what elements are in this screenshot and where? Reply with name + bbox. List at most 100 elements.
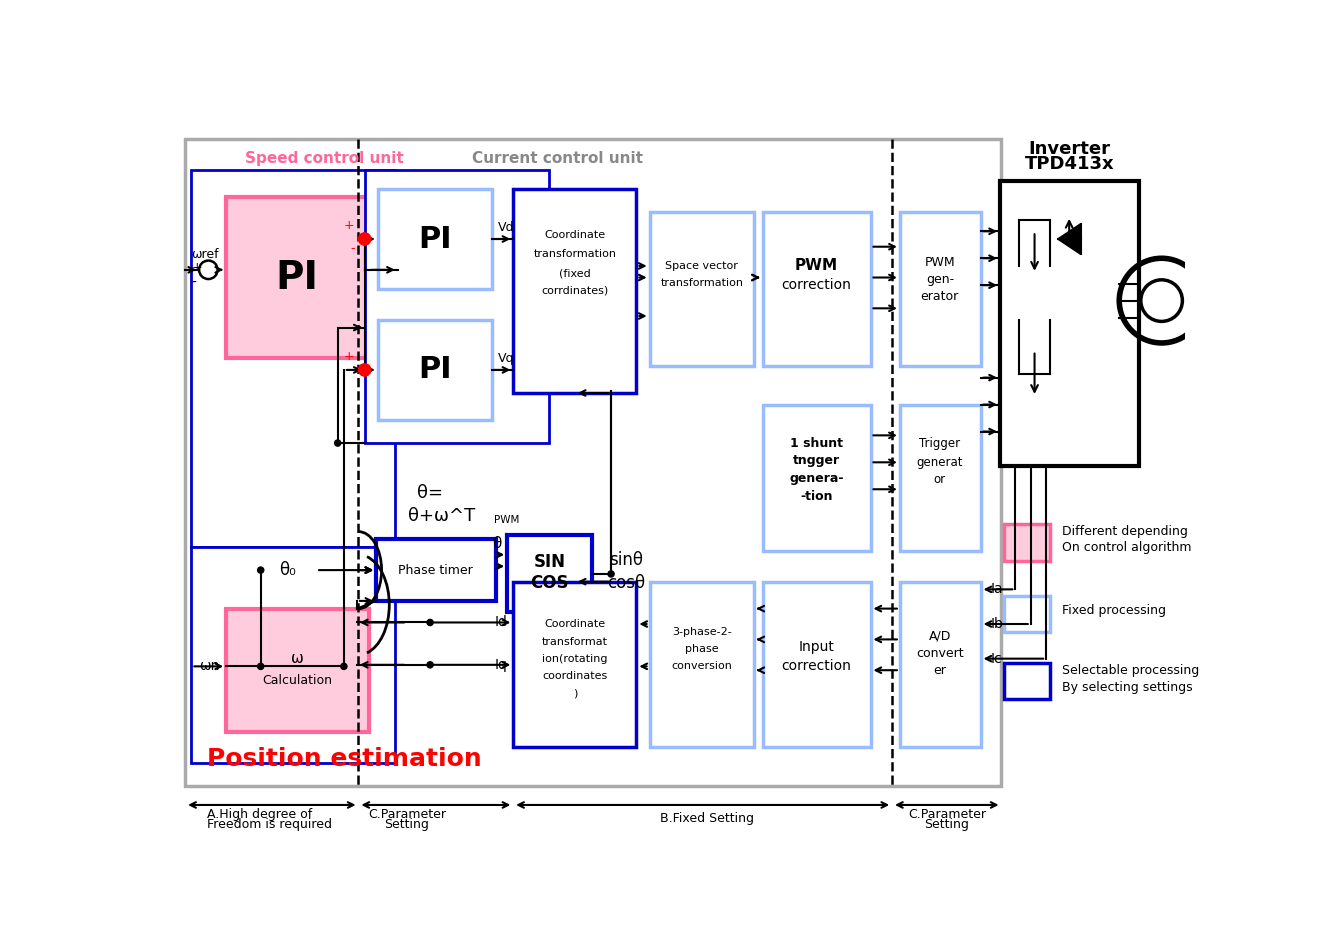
Text: SIN: SIN xyxy=(533,553,565,571)
Text: Vq: Vq xyxy=(498,352,515,365)
Text: TPD413x: TPD413x xyxy=(1024,155,1114,174)
Text: PI: PI xyxy=(418,225,451,254)
Text: transformation: transformation xyxy=(660,278,743,288)
Circle shape xyxy=(341,663,347,670)
Text: sinθ: sinθ xyxy=(610,551,643,569)
Bar xyxy=(376,539,495,601)
Text: PWM: PWM xyxy=(795,258,838,273)
Bar xyxy=(649,581,754,747)
Text: Space vector: Space vector xyxy=(665,261,738,271)
Text: -tion: -tion xyxy=(800,491,833,504)
Text: ω: ω xyxy=(290,651,304,666)
Bar xyxy=(763,581,871,747)
Text: +: + xyxy=(345,350,355,363)
Text: B.Fixed Setting: B.Fixed Setting xyxy=(660,813,754,826)
Text: phase: phase xyxy=(685,644,718,654)
Text: Setting: Setting xyxy=(384,818,429,831)
Text: A/D: A/D xyxy=(929,629,950,642)
Text: Id: Id xyxy=(494,616,507,630)
Text: C.Parameter: C.Parameter xyxy=(908,808,986,821)
Text: +: + xyxy=(345,219,355,232)
Text: Input: Input xyxy=(799,640,834,654)
Bar xyxy=(507,536,591,612)
Text: Different depending: Different depending xyxy=(1061,525,1188,538)
Circle shape xyxy=(359,233,371,245)
Text: Calculation: Calculation xyxy=(261,674,331,687)
Text: PWM: PWM xyxy=(924,256,956,269)
Bar xyxy=(1003,662,1049,700)
Bar xyxy=(900,581,981,747)
Bar xyxy=(191,547,396,762)
Text: gen-: gen- xyxy=(925,273,954,286)
Bar xyxy=(185,139,1002,786)
Text: Current control unit: Current control unit xyxy=(473,150,643,166)
Text: correction: correction xyxy=(781,278,851,292)
Text: Trigger: Trigger xyxy=(919,437,961,450)
Bar xyxy=(226,608,368,731)
Text: PWM: PWM xyxy=(495,515,520,525)
Text: -: - xyxy=(191,276,197,290)
Text: tngger: tngger xyxy=(793,454,841,467)
Text: 3-phase-2-: 3-phase-2- xyxy=(672,627,731,636)
Text: Speed control unit: Speed control unit xyxy=(246,150,404,166)
Circle shape xyxy=(428,620,433,625)
Text: coordinates: coordinates xyxy=(543,672,607,681)
Bar xyxy=(649,212,754,366)
Circle shape xyxy=(335,440,341,446)
Bar xyxy=(1001,181,1138,466)
Bar xyxy=(378,320,492,420)
Text: ion(rotating: ion(rotating xyxy=(543,654,607,663)
Bar xyxy=(763,405,871,550)
Text: erator: erator xyxy=(921,290,958,303)
Text: ωref: ωref xyxy=(191,248,219,261)
Bar xyxy=(513,581,636,747)
Text: Ib: Ib xyxy=(990,617,1003,631)
Text: Ia: Ia xyxy=(990,582,1003,596)
Bar xyxy=(378,189,492,289)
Bar xyxy=(513,189,636,393)
Text: cosθ: cosθ xyxy=(607,574,645,592)
Text: Freedom is required: Freedom is required xyxy=(207,818,331,831)
Text: Ic: Ic xyxy=(990,651,1002,665)
Text: Coordinate: Coordinate xyxy=(544,230,606,240)
Text: PI: PI xyxy=(418,355,451,384)
Text: Iq: Iq xyxy=(494,658,507,672)
Bar xyxy=(763,212,871,366)
Text: ωn: ωn xyxy=(199,660,219,674)
Bar xyxy=(1003,595,1049,633)
Text: -: - xyxy=(350,243,355,256)
Text: θ: θ xyxy=(492,536,502,550)
Text: genera-: genera- xyxy=(789,472,843,485)
Text: θ=: θ= xyxy=(417,484,444,502)
Text: Position estimation: Position estimation xyxy=(207,746,482,771)
Text: er: er xyxy=(933,663,946,676)
Text: (fixed: (fixed xyxy=(558,269,591,279)
Text: generat: generat xyxy=(916,456,964,468)
Text: transformation: transformation xyxy=(533,249,616,259)
Text: COS: COS xyxy=(531,574,569,592)
Text: Coordinate: Coordinate xyxy=(544,619,606,629)
Text: Setting: Setting xyxy=(924,818,969,831)
Text: PI: PI xyxy=(276,258,318,297)
Text: Vd: Vd xyxy=(498,221,515,234)
Text: C.Parameter: C.Parameter xyxy=(368,808,446,821)
Bar xyxy=(900,212,981,366)
Bar xyxy=(191,170,396,547)
Bar xyxy=(1003,524,1049,561)
Text: Selectable processing: Selectable processing xyxy=(1061,663,1199,676)
Text: conversion: conversion xyxy=(672,661,733,672)
Bar xyxy=(226,197,368,358)
Circle shape xyxy=(257,567,264,573)
Text: Fixed processing: Fixed processing xyxy=(1061,605,1166,618)
Text: corrdinates): corrdinates) xyxy=(541,285,609,296)
Text: convert: convert xyxy=(916,647,964,660)
Polygon shape xyxy=(1057,224,1081,255)
Bar xyxy=(364,170,549,443)
Circle shape xyxy=(257,663,264,670)
Text: +: + xyxy=(191,261,202,274)
Text: Phase timer: Phase timer xyxy=(399,564,473,577)
Circle shape xyxy=(609,571,614,577)
Circle shape xyxy=(428,661,433,668)
Text: On control algorithm: On control algorithm xyxy=(1061,540,1191,553)
Text: By selecting settings: By selecting settings xyxy=(1061,681,1192,694)
